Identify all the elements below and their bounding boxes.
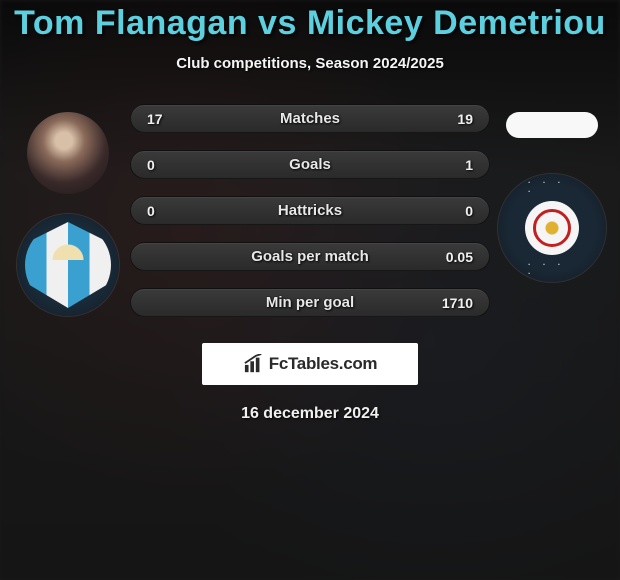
player1-column [0, 100, 130, 316]
stat-label: Hattricks [278, 202, 342, 219]
stat-row-matches: 17 Matches 19 [130, 104, 490, 133]
player2-column: · · · · · · · · [490, 100, 620, 282]
page-title: Tom Flanagan vs Mickey Demetriou [0, 4, 620, 43]
stat-left-value: 0 [147, 203, 155, 219]
stat-label: Goals per match [251, 248, 369, 265]
stat-right-value: 19 [457, 111, 473, 127]
chart-icon [243, 354, 265, 374]
stat-left-value: 17 [147, 111, 163, 127]
player1-avatar [27, 112, 109, 194]
brand-text: FcTables.com [269, 354, 378, 374]
stats-area: 17 Matches 19 0 Goals 1 0 Hattricks 0 Go… [0, 100, 620, 321]
stat-label: Matches [280, 110, 340, 127]
club-badge-text: · · · · · · · · [504, 180, 600, 276]
stat-row-hattricks: 0 Hattricks 0 [130, 196, 490, 225]
date-text: 16 december 2024 [0, 405, 620, 423]
player2-club-badge: · · · · · · · · [498, 174, 606, 282]
player1-club-badge [17, 214, 119, 316]
stat-row-goals: 0 Goals 1 [130, 150, 490, 179]
stat-label: Goals [289, 156, 331, 173]
stat-row-min-per-goal: Min per goal 1710 [130, 288, 490, 317]
stats-list: 17 Matches 19 0 Goals 1 0 Hattricks 0 Go… [130, 100, 490, 321]
stat-left-value: 0 [147, 157, 155, 173]
stat-right-value: 1710 [442, 295, 473, 311]
stat-right-value: 1 [465, 157, 473, 173]
stat-label: Min per goal [266, 294, 354, 311]
comparison-card: Tom Flanagan vs Mickey Demetriou Club co… [0, 0, 620, 423]
stat-row-goals-per-match: Goals per match 0.05 [130, 242, 490, 271]
stat-right-value: 0 [465, 203, 473, 219]
subtitle: Club competitions, Season 2024/2025 [0, 55, 620, 72]
player2-avatar [506, 112, 598, 138]
stat-right-value: 0.05 [446, 249, 473, 265]
branding-badge[interactable]: FcTables.com [202, 343, 418, 385]
